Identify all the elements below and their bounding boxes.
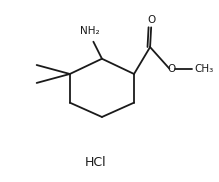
Text: CH₃: CH₃ [194, 64, 213, 74]
Text: O: O [167, 64, 176, 74]
Text: NH₂: NH₂ [80, 26, 100, 36]
Text: O: O [147, 15, 155, 25]
Text: HCl: HCl [85, 156, 106, 169]
